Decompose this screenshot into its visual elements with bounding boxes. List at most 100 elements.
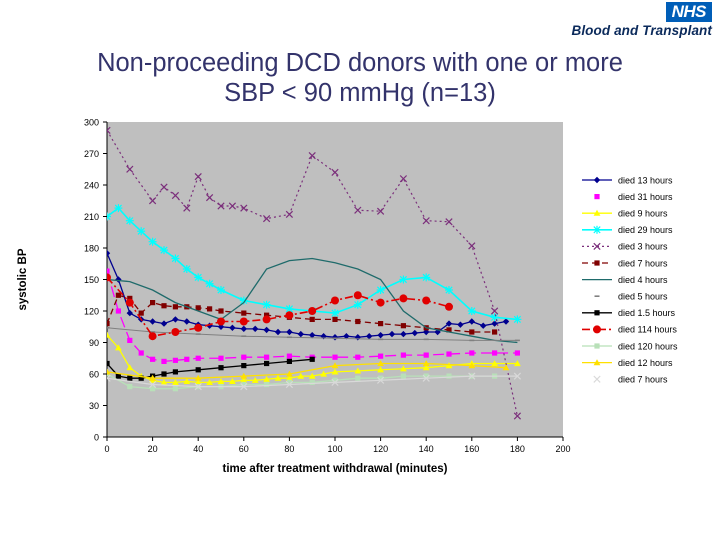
legend-label: died 31 hours	[618, 192, 673, 202]
data-point-marker	[149, 318, 156, 325]
x-axis-tick-label: 20	[148, 444, 158, 454]
series-5	[107, 126, 522, 420]
data-point-marker	[513, 372, 522, 380]
y-axis-tick-label: 60	[89, 370, 99, 380]
legend-label: died 4 hours	[618, 275, 668, 285]
data-point-marker	[240, 382, 248, 391]
data-point-marker	[355, 375, 361, 381]
data-point-marker	[469, 350, 475, 356]
data-point-marker	[264, 354, 270, 360]
data-point-marker	[286, 370, 293, 377]
data-point-marker	[309, 316, 315, 322]
legend-label: died 29 hours	[618, 225, 673, 235]
data-point-marker	[194, 374, 202, 381]
data-point-marker	[127, 337, 133, 343]
y-axis-tick-label: 300	[84, 118, 99, 128]
data-point-marker	[400, 323, 406, 329]
data-point-marker	[331, 368, 339, 375]
series-13	[107, 372, 522, 391]
y-axis-tick-label: 30	[89, 401, 99, 411]
data-point-marker	[115, 308, 121, 314]
page-title: Non-proceeding DCD donors with one or mo…	[0, 48, 720, 108]
data-point-marker	[286, 353, 292, 359]
data-point-marker	[400, 373, 406, 379]
data-point-marker	[377, 366, 384, 373]
data-point-marker	[332, 377, 338, 383]
data-point-marker	[594, 194, 600, 200]
series-layer	[107, 126, 522, 420]
y-axis-tick-label: 0	[94, 433, 99, 443]
chart-legend: died 13 hours died 31 hours died 9 hours di…	[582, 175, 678, 385]
series-7	[107, 257, 518, 344]
data-point-marker	[297, 330, 304, 338]
data-point-marker	[126, 165, 134, 173]
x-axis-tick-label: 200	[555, 444, 570, 454]
legend-item: died 1.5 hours	[582, 308, 676, 318]
data-point-marker	[480, 322, 487, 329]
data-point-marker	[513, 315, 522, 324]
data-point-marker	[467, 307, 476, 315]
data-point-marker	[513, 412, 522, 420]
data-point-marker	[217, 317, 225, 326]
x-axis-tick-label: 60	[239, 444, 249, 454]
series-line	[107, 257, 518, 344]
data-point-marker	[354, 367, 362, 374]
series-line	[107, 130, 518, 417]
data-point-marker	[148, 237, 157, 246]
data-point-marker	[217, 202, 225, 210]
data-point-marker	[149, 374, 156, 381]
page-title-line-1: Non-proceeding DCD donors with one or mo…	[97, 49, 623, 77]
data-point-marker	[183, 204, 191, 212]
y-axis-tick-label: 180	[84, 244, 99, 254]
legend-item: died 7 hours	[582, 258, 668, 268]
data-point-marker	[502, 364, 510, 371]
data-point-marker	[422, 217, 430, 225]
data-point-marker	[150, 356, 156, 362]
data-point-marker	[399, 275, 408, 284]
data-point-marker	[148, 197, 157, 205]
data-point-marker	[217, 323, 225, 330]
data-point-marker	[399, 175, 408, 183]
legend-label: died 3 hours	[618, 242, 668, 252]
data-point-marker	[411, 329, 418, 337]
chart-container: 0 30 60 90 120 150 180 210 240 270 300 0 20 40 60 80 100…	[0, 115, 720, 490]
data-point-marker	[172, 357, 178, 363]
data-point-marker	[263, 326, 270, 334]
data-point-marker	[148, 332, 157, 341]
data-point-marker	[263, 375, 270, 382]
data-point-marker	[285, 380, 294, 389]
x-axis-title: time after treatment withdrawal (minutes…	[223, 463, 448, 475]
data-point-marker	[353, 300, 362, 309]
data-point-marker	[445, 218, 453, 226]
data-point-marker	[445, 286, 453, 294]
data-point-marker	[115, 276, 122, 283]
data-point-marker	[400, 352, 406, 358]
data-point-marker	[240, 325, 247, 333]
data-point-marker	[195, 367, 201, 373]
legend-label: died 1.5 hours	[618, 308, 676, 318]
y-axis-tick-label: 270	[84, 149, 99, 159]
data-point-marker	[251, 376, 259, 383]
series-10	[107, 273, 453, 341]
nhs-logo-subtitle: Blood and Transplant	[571, 23, 712, 38]
data-point-marker	[107, 273, 111, 282]
data-point-marker	[137, 227, 146, 236]
data-point-marker	[355, 318, 361, 325]
x-axis-tick-label: 0	[104, 444, 109, 454]
data-point-marker	[446, 327, 452, 333]
data-point-marker	[138, 350, 144, 356]
data-point-marker	[376, 298, 385, 307]
data-point-marker	[331, 168, 339, 177]
legend-label: died 5 hours	[618, 292, 668, 302]
data-point-marker	[468, 242, 476, 250]
legend-label: died 9 hours	[618, 209, 668, 219]
x-axis-tick-label: 180	[510, 444, 525, 454]
data-point-marker	[262, 300, 271, 309]
data-point-marker	[285, 311, 294, 320]
data-point-marker	[107, 360, 110, 367]
data-point-marker	[107, 126, 111, 135]
data-point-marker	[331, 378, 339, 387]
data-point-marker	[125, 298, 134, 307]
legend-item: died 3 hours	[582, 242, 668, 252]
data-point-marker	[241, 381, 247, 388]
